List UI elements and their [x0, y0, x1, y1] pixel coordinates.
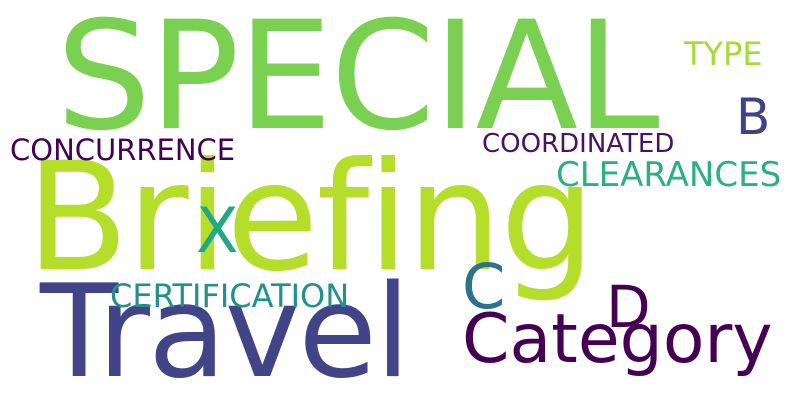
word-b: B — [736, 88, 771, 146]
word-category: Category — [462, 300, 773, 379]
word-travel: Travel — [40, 258, 410, 405]
word-certification: CERTIFICATION — [110, 277, 350, 315]
word-coordinated: COORDINATED — [482, 129, 675, 159]
word-clearances: CLEARANCES — [556, 155, 782, 195]
word-special: SPECIAL — [56, 0, 660, 164]
word-briefing: Briefing — [26, 131, 595, 305]
word-type: TYPE — [684, 35, 763, 73]
word-x: X — [196, 194, 239, 267]
word-d: D — [606, 273, 651, 341]
word-concurrence: CONCURRENCE — [10, 133, 236, 167]
word-c: C — [462, 250, 506, 323]
